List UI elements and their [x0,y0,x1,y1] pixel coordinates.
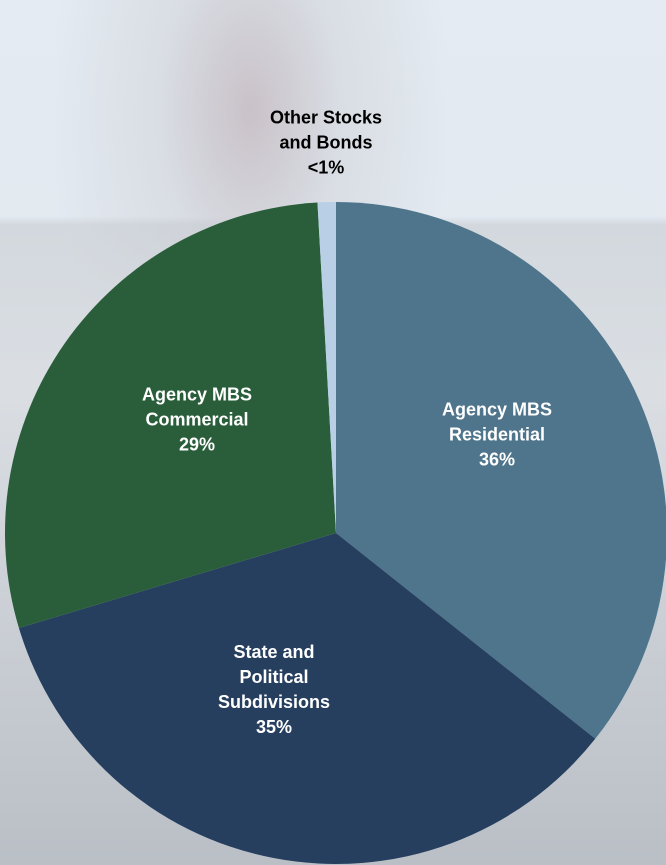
slice-label: Other Stocks and Bonds<1% [261,106,391,181]
page: (() => { const data = JSON.parse(documen… [0,0,666,865]
value-label: <1% [261,156,391,181]
category-label: Agency MBS Commercial [132,383,262,433]
category-label: State and Political Subdivisions [209,640,339,715]
value-label: 29% [132,433,262,458]
category-label: Other Stocks and Bonds [261,106,391,156]
category-label: Agency MBS Residential [432,398,562,448]
value-label: 36% [432,448,562,473]
value-label: 35% [209,715,339,740]
